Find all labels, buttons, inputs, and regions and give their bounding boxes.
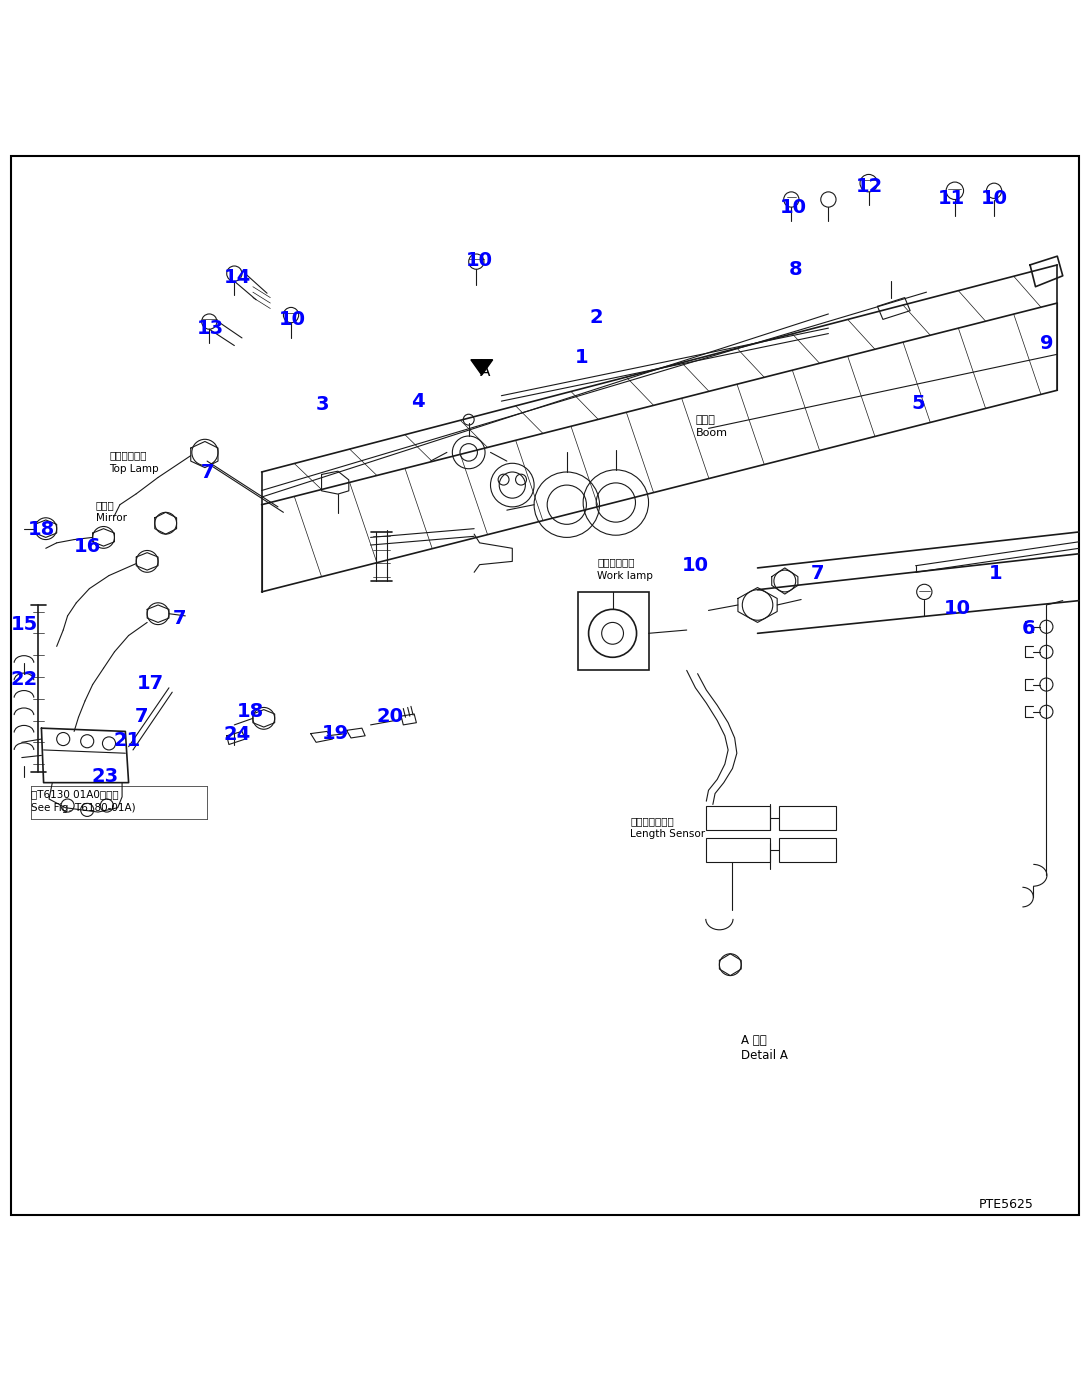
Text: A 詳細: A 詳細 — [741, 1035, 767, 1047]
Circle shape — [1040, 646, 1053, 658]
Text: 16: 16 — [74, 537, 101, 556]
Text: レングスセンサ: レングスセンサ — [630, 816, 674, 825]
Bar — [578, 592, 649, 671]
Text: 23: 23 — [92, 767, 118, 785]
Text: 10: 10 — [682, 556, 708, 575]
Text: 24: 24 — [225, 726, 251, 744]
Text: Mirror: Mirror — [96, 513, 126, 523]
Bar — [779, 806, 836, 829]
Text: 7: 7 — [201, 462, 214, 482]
Text: 1: 1 — [576, 348, 589, 367]
Text: 10: 10 — [780, 197, 807, 217]
Text: 11: 11 — [937, 189, 966, 208]
Polygon shape — [471, 360, 493, 375]
Text: 6: 6 — [1022, 620, 1036, 639]
Text: 7: 7 — [135, 707, 148, 726]
Text: 20: 20 — [377, 707, 403, 726]
Circle shape — [1040, 705, 1053, 719]
Text: トップランプ: トップランプ — [109, 451, 146, 461]
Text: 10: 10 — [279, 310, 305, 328]
Text: 22: 22 — [10, 669, 37, 689]
Text: See Fig. T6180-01A): See Fig. T6180-01A) — [31, 803, 135, 813]
Text: 19: 19 — [323, 724, 349, 742]
Text: ワークランプ: ワークランプ — [597, 558, 634, 567]
Text: 2: 2 — [590, 308, 603, 327]
Text: 7: 7 — [811, 564, 824, 582]
Text: ボーム: ボーム — [695, 414, 715, 425]
Text: ミラー: ミラー — [96, 500, 114, 509]
Text: 10: 10 — [981, 189, 1007, 208]
Text: Work lamp: Work lamp — [597, 570, 653, 581]
Text: 7: 7 — [173, 609, 186, 628]
Text: 21: 21 — [114, 730, 142, 749]
Text: 13: 13 — [197, 319, 223, 338]
Text: 5: 5 — [911, 393, 924, 413]
Text: 18: 18 — [28, 520, 54, 540]
Circle shape — [1040, 620, 1053, 633]
Text: 12: 12 — [857, 177, 884, 196]
Text: 9: 9 — [1040, 334, 1053, 353]
Text: Detail A: Detail A — [741, 1049, 788, 1061]
Text: 15: 15 — [10, 615, 37, 633]
Text: 10: 10 — [467, 251, 493, 270]
Text: Length Sensor: Length Sensor — [630, 829, 705, 839]
Text: A: A — [480, 364, 491, 380]
Text: PTE5625: PTE5625 — [979, 1198, 1033, 1212]
Text: 4: 4 — [411, 392, 424, 411]
Text: 14: 14 — [225, 269, 251, 287]
Text: 第T6130 01A0図参照: 第T6130 01A0図参照 — [31, 789, 118, 799]
Text: Boom: Boom — [695, 428, 727, 437]
Text: 3: 3 — [316, 395, 329, 414]
Bar — [706, 838, 770, 862]
Text: 18: 18 — [238, 702, 265, 722]
Text: 8: 8 — [789, 259, 802, 279]
Text: Top Lamp: Top Lamp — [109, 464, 159, 473]
Text: 17: 17 — [137, 673, 164, 693]
Circle shape — [1040, 678, 1053, 691]
Bar — [706, 806, 770, 829]
Bar — [779, 838, 836, 862]
Text: 10: 10 — [944, 599, 970, 618]
Text: 1: 1 — [989, 564, 1002, 582]
